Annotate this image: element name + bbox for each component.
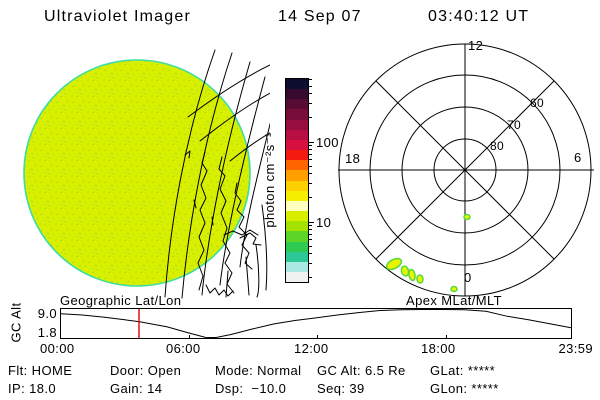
- colorbar-tick: [309, 222, 314, 223]
- colorbar-segment: [286, 129, 308, 140]
- colorbar-segment: [286, 241, 308, 252]
- time-readout: 03:40:12 UT: [428, 8, 530, 25]
- colorbar-tick: [309, 239, 312, 240]
- status-glon: GLon: *****: [430, 381, 499, 396]
- ytick-9.0: 9.0: [37, 306, 57, 321]
- xtick-0600: 06:00: [166, 341, 201, 356]
- xtick-1800: 18:00: [421, 341, 456, 356]
- colorbar-segment: [286, 170, 308, 181]
- colorbar-segment: [286, 160, 308, 171]
- xtick-mark-12: [317, 335, 318, 338]
- status-glat: GLat: *****: [430, 363, 496, 378]
- sun-disk: [23, 59, 251, 287]
- xtick-2359: 23:59: [558, 341, 593, 356]
- colorbar-segment: [286, 139, 308, 151]
- date-readout: 14 Sep 07: [278, 8, 362, 25]
- colorbar-tick: [309, 253, 312, 254]
- colorbar-segment: [286, 200, 308, 212]
- colorbar-segment: [286, 89, 308, 100]
- colorbar-segment: [286, 180, 308, 191]
- polar-grid: [338, 43, 594, 297]
- colorbar-tick-100: 100: [316, 135, 339, 150]
- colorbar-tick: [309, 234, 312, 235]
- mlat-label-60: 60: [530, 96, 544, 110]
- colorbar-tick: [309, 225, 312, 226]
- polar-hour-12: 12: [468, 38, 484, 53]
- colorbar-tick-10: 10: [316, 215, 332, 230]
- status-door: Door: Open: [110, 363, 182, 378]
- colorbar-segment: [286, 150, 308, 161]
- colorbar-tick: [309, 154, 312, 155]
- colorbar-gradient: [285, 78, 309, 283]
- aurora-patches: [385, 213, 471, 293]
- polar-hour-6: 6: [574, 150, 582, 165]
- geographic-contours: [164, 49, 270, 299]
- colorbar-segment: [286, 251, 308, 262]
- colorbar-segment: [286, 211, 308, 222]
- status-gcalt: GC Alt: 6.5 Re: [317, 363, 406, 378]
- status-seq: Seq: 39: [317, 381, 365, 396]
- xtick-mark-06: [189, 335, 190, 338]
- apex-caption: Apex MLat/MLT: [406, 293, 502, 308]
- polar-hour-0: 0: [464, 270, 472, 285]
- colorbar-tick: [309, 79, 312, 80]
- colorbar-segment: [286, 271, 308, 283]
- xtick-0000: 00:00: [40, 341, 75, 356]
- status-ip: IP: 18.0: [8, 381, 57, 396]
- aurora-patch: [400, 265, 410, 277]
- colorbar-tick: [309, 86, 312, 87]
- gc-alt-plot: [60, 308, 572, 339]
- colorbar-tick: [309, 142, 314, 143]
- mlat-label-70: 70: [507, 118, 521, 132]
- page-title: Ultraviolet Imager: [44, 8, 191, 25]
- colorbar-segment: [286, 79, 308, 90]
- aurora-patch: [450, 285, 458, 293]
- aurora-patch: [416, 274, 424, 284]
- status-gain: Gain: 14: [110, 381, 163, 396]
- colorbar-tick: [309, 166, 312, 167]
- colorbar-tick: [309, 246, 312, 247]
- aurora-patch: [463, 213, 471, 221]
- colorbar-segment: [286, 261, 308, 272]
- colorbar-segment: [286, 221, 308, 232]
- ytick-1.8: 1.8: [37, 325, 57, 340]
- status-dsp: Dsp: −10.0: [215, 381, 287, 396]
- aurora-patch: [408, 268, 416, 282]
- colorbar-tick: [309, 173, 312, 174]
- colorbar-tick: [309, 103, 312, 104]
- gc-alt-axis-label: GC Alt: [8, 302, 24, 343]
- colorbar-segment: [286, 231, 308, 242]
- colorbar-tick: [309, 183, 312, 184]
- colorbar-tick: [309, 277, 312, 278]
- colorbar-tick: [309, 197, 312, 198]
- colorbar-segment: [286, 99, 308, 110]
- status-flt: Flt: HOME: [8, 363, 73, 378]
- colorbar-segment: [286, 109, 308, 120]
- polar-hour-18: 18: [345, 151, 361, 166]
- mlat-label-80: 80: [490, 139, 504, 153]
- colorbar-tick: [309, 117, 312, 118]
- xtick-1200: 12:00: [294, 341, 329, 356]
- uv-disk-image: [23, 49, 270, 299]
- colorbar-tick: [309, 149, 312, 150]
- polar-plot: [338, 43, 594, 297]
- colorbar-tick: [309, 263, 312, 264]
- colorbar-segment: [286, 119, 308, 130]
- colorbar-tick: [309, 93, 312, 94]
- colorbar-tick: [309, 229, 312, 230]
- colorbar-tick: [309, 145, 312, 146]
- geographic-caption: Geographic Lat/Lon: [60, 293, 182, 308]
- aurora-patch: [385, 257, 403, 271]
- gc-alt-curve: [61, 309, 571, 338]
- xtick-mark-18: [446, 335, 447, 338]
- status-mode: Mode: Normal: [215, 363, 302, 378]
- gc-alt-plot-canvas: [61, 309, 571, 338]
- colorbar-tick: [309, 159, 312, 160]
- colorbar-ticks: [309, 0, 315, 400]
- colorbar-label: photon cm⁻²s⁻¹: [262, 132, 277, 228]
- colorbar-segment: [286, 190, 308, 201]
